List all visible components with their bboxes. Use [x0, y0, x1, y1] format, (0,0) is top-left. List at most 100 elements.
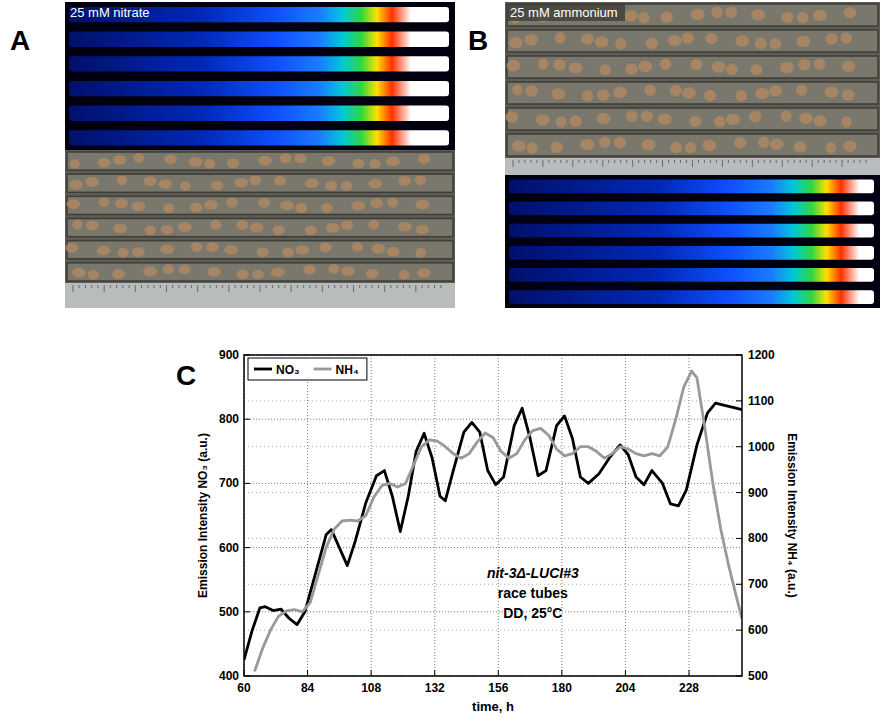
tick-label: 60 [237, 681, 251, 695]
ruler-tick [353, 285, 354, 292]
conidia-band [525, 85, 538, 96]
ruler-tick [680, 160, 681, 163]
conidia-band [726, 64, 738, 75]
conidia-band [660, 59, 672, 70]
ruler-tick [548, 160, 549, 163]
ruler-tick [341, 285, 342, 288]
ruler-tick [266, 285, 267, 288]
ruler-tick [216, 285, 217, 288]
conidia-band [118, 248, 129, 258]
conidia-band [624, 10, 638, 21]
conidia-band [769, 38, 781, 49]
series-line [244, 403, 742, 660]
ruler-tick [656, 160, 657, 163]
conidia-band [282, 248, 294, 258]
ruler-tick [854, 160, 855, 163]
ruler-tick [79, 285, 80, 288]
conidia-band [258, 156, 272, 166]
tick-label: 108 [361, 681, 381, 695]
grid-line [244, 538, 742, 539]
conidia-band [158, 179, 172, 189]
conidia-band [319, 243, 332, 253]
tick [736, 584, 742, 585]
tick [434, 670, 435, 676]
ruler-tick [638, 160, 639, 163]
series-line [255, 371, 742, 671]
conidia-band [179, 265, 191, 275]
tick-label: 1200 [748, 348, 775, 362]
label-patch [507, 4, 625, 21]
conidia-band [551, 88, 565, 99]
conidia-band [131, 201, 145, 211]
conidia-band [642, 139, 656, 150]
tick [244, 547, 250, 548]
ruler-tick [141, 285, 142, 288]
ruler-tick [278, 285, 279, 288]
ruler-tick [806, 160, 807, 163]
conidia-band [751, 9, 765, 20]
ruler-tick [560, 160, 561, 163]
lum-tube [509, 246, 874, 260]
conidia-band [328, 264, 339, 274]
conidia-band [714, 116, 726, 127]
ruler-tick [365, 285, 366, 288]
tick-label: 500 [748, 669, 768, 683]
ruler-tick [284, 285, 285, 288]
ruler-tick [608, 160, 609, 163]
conidia-band [326, 223, 340, 233]
ruler-tick [734, 160, 735, 163]
conidia-band [797, 12, 809, 23]
conidia-band [145, 226, 156, 236]
ruler-tick [536, 160, 537, 163]
conidia-band [237, 270, 249, 280]
conidia-band [668, 35, 682, 46]
ruler-tick [322, 285, 323, 292]
axis-title: Emission Intensity NO₃ (a.u.) [196, 433, 210, 598]
conidia-band [280, 201, 294, 211]
conidia-band [117, 175, 128, 185]
conidia-band [190, 203, 203, 213]
ruler-tick [409, 285, 410, 288]
photo-tube [67, 263, 453, 281]
lum-tube [69, 81, 449, 96]
conidia-band [844, 7, 857, 18]
conidia-band [227, 158, 240, 168]
panel-letter: B [468, 25, 488, 56]
conidia-band [595, 36, 609, 47]
ruler-tick [602, 160, 603, 167]
conidia-band [509, 37, 522, 48]
grid-line [561, 355, 562, 676]
photo-tube [507, 108, 878, 130]
axes: 6084108132156180204228400500600700800900… [219, 348, 775, 695]
tick [736, 630, 742, 631]
tick-label: 900 [219, 348, 239, 362]
conidia-band [735, 35, 749, 46]
ruler-tick [359, 285, 360, 288]
conidia-band [88, 270, 99, 280]
ruler-tick [842, 160, 843, 167]
conidia-band [505, 111, 518, 122]
conidia-band [252, 270, 264, 280]
ruler-tick [782, 160, 783, 167]
grid-line [244, 483, 742, 484]
tick-label: 800 [748, 531, 768, 545]
conidia-band [211, 181, 224, 191]
conidia-band [704, 90, 716, 101]
ruler-tick [415, 285, 416, 292]
annotation: nit-3Δ-LUCI#3 [487, 565, 579, 581]
conidia-band [825, 33, 838, 44]
conidia-band [658, 113, 672, 124]
ruler-tick [662, 160, 663, 167]
tick-label: 84 [301, 681, 315, 695]
conidia-band [638, 12, 649, 23]
figure: 25 mM nitrateA25 mM ammoniumBC6084108132… [0, 0, 888, 722]
photo-tube [507, 30, 878, 52]
conidia-band [758, 136, 769, 147]
ruler-tick [235, 285, 236, 288]
conidia-band [796, 84, 807, 95]
conidia-band [204, 200, 218, 210]
conidia-band [512, 84, 523, 95]
conidia-band [85, 177, 99, 187]
ruler-tick [860, 160, 861, 163]
ruler-tick [620, 160, 621, 163]
